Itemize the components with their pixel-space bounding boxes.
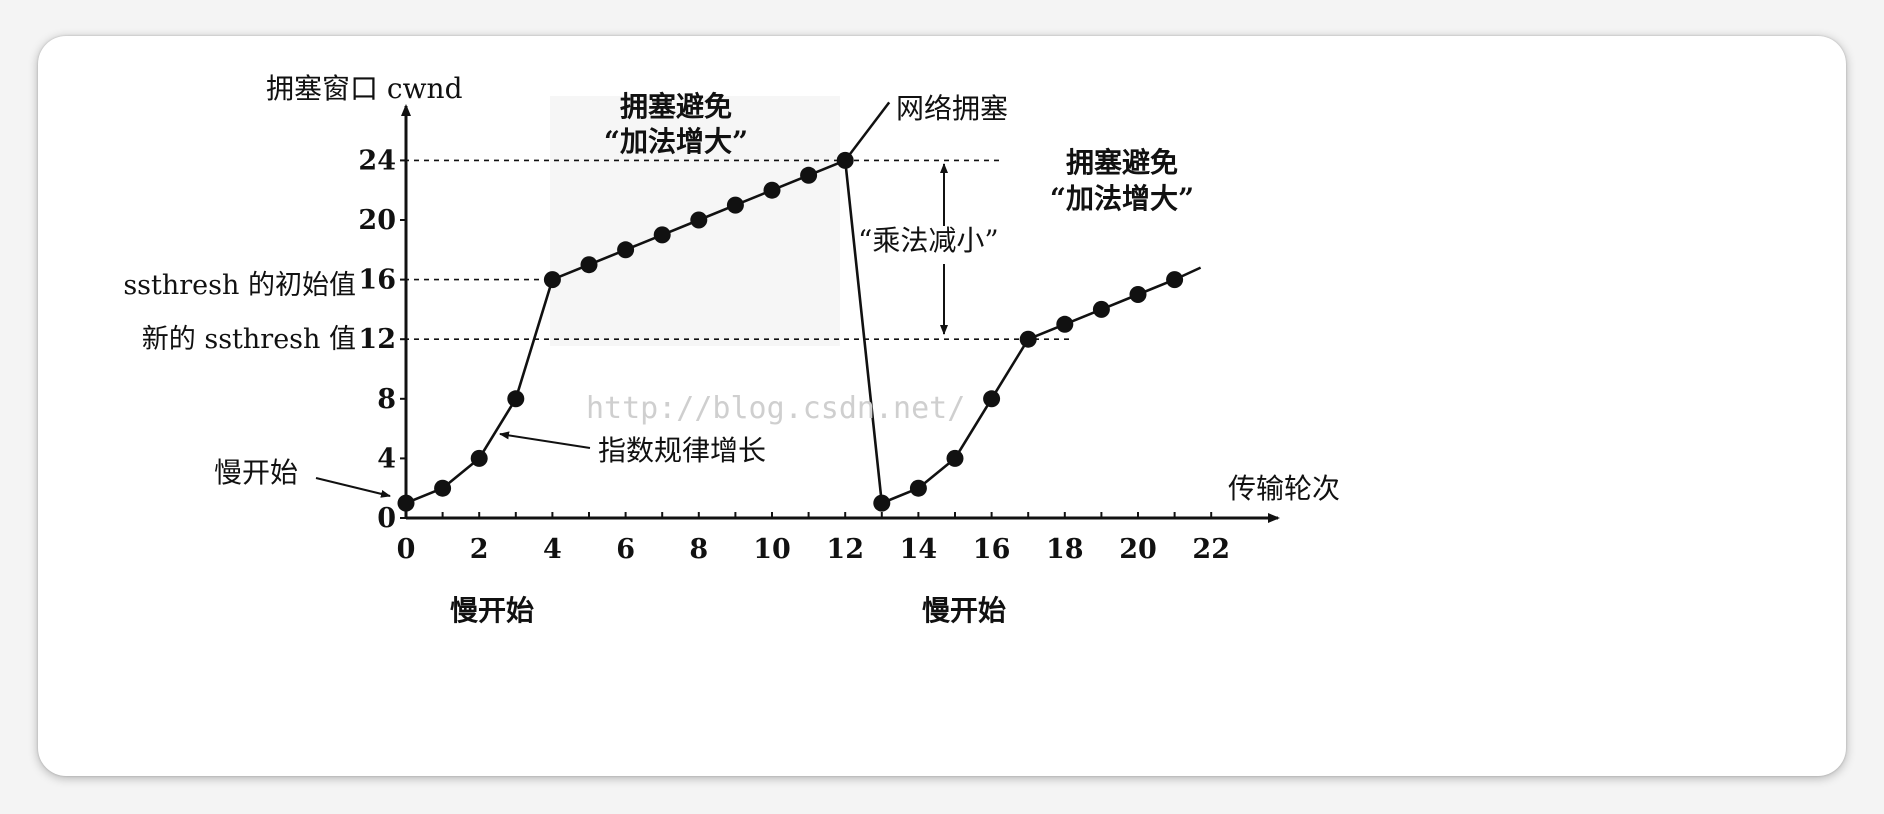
x-tick-label: 4 [543,534,562,565]
x-tick-label: 12 [826,534,864,565]
second-phase-extension-line [1174,266,1202,281]
figure-card: 0 4 8 12 16 20 24 0 2 4 6 8 10 12 14 16 18 20 22 拥塞窗口 cwnd… [38,36,1846,776]
slow-start-phase-2-label: 慢开始 [922,594,1006,627]
data-point [1129,286,1147,303]
exponential-pointer [499,431,591,449]
data-point [397,494,415,512]
congestion-avoidance-1-line1: 拥塞避免 [620,90,732,123]
x-axis-title: 传输轮次 [1228,472,1340,505]
x-tick-label: 8 [689,534,708,565]
ssthresh-initial-label: ssthresh 的初始值 [123,270,356,301]
watermark: http://blog.csdn.net/ [586,391,965,426]
y-tick-label: 4 [377,443,396,474]
slow-start-point-label: 慢开始 [214,456,298,489]
x-tick-label: 2 [470,534,489,565]
x-tick-label: 0 [397,534,416,565]
congestion-extension-line [844,101,891,162]
x-tick-label: 16 [973,534,1011,565]
y-axis-title: 拥塞窗口 cwnd [266,72,463,105]
x-tick-label: 22 [1192,534,1230,565]
data-point [726,196,744,214]
data-point [580,256,598,274]
data-point [946,449,964,467]
data-point [434,479,452,497]
y-tick-label: 0 [377,503,396,534]
congestion-avoidance-2-line2: “加法增大” [1050,182,1194,215]
data-point [1092,300,1110,318]
y-tick-label: 8 [377,384,396,415]
data-point [909,479,927,497]
x-tick-label: 10 [753,534,791,565]
multiplicative-decrease-label: “乘法减小” [858,224,999,257]
slow-start-pointer [315,477,391,498]
reference-lines [404,159,1073,341]
x-tick-label: 6 [616,534,635,565]
congestion-avoidance-1-line2: “加法增大” [604,125,748,158]
data-point [470,449,488,467]
y-tick-label: 20 [358,205,396,236]
network-congestion-label: 网络拥塞 [896,92,1008,125]
data-point [983,390,1001,408]
y-tick-label: 12 [358,324,396,355]
data-point [690,211,708,229]
x-tick-label: 20 [1119,534,1157,565]
x-tick-label: 14 [900,534,938,565]
exponential-growth-label: 指数规律增长 [598,434,766,467]
data-point [507,390,525,408]
y-tick-label: 24 [358,145,396,176]
y-tick-label: 16 [358,265,396,296]
congestion-avoidance-2-line1: 拥塞避免 [1066,146,1178,179]
x-tick-label: 18 [1046,534,1084,565]
data-point [653,226,671,244]
data-point [763,181,781,199]
data-point [1019,330,1037,348]
ssthresh-new-label: 新的 ssthresh 值 [142,324,356,355]
slow-start-phase-1-label: 慢开始 [450,594,534,627]
data-point [543,271,561,289]
data-point [873,494,891,512]
data-point [617,241,635,259]
data-point [1056,315,1074,333]
data-point [800,166,818,184]
cwnd-line [405,159,1176,505]
